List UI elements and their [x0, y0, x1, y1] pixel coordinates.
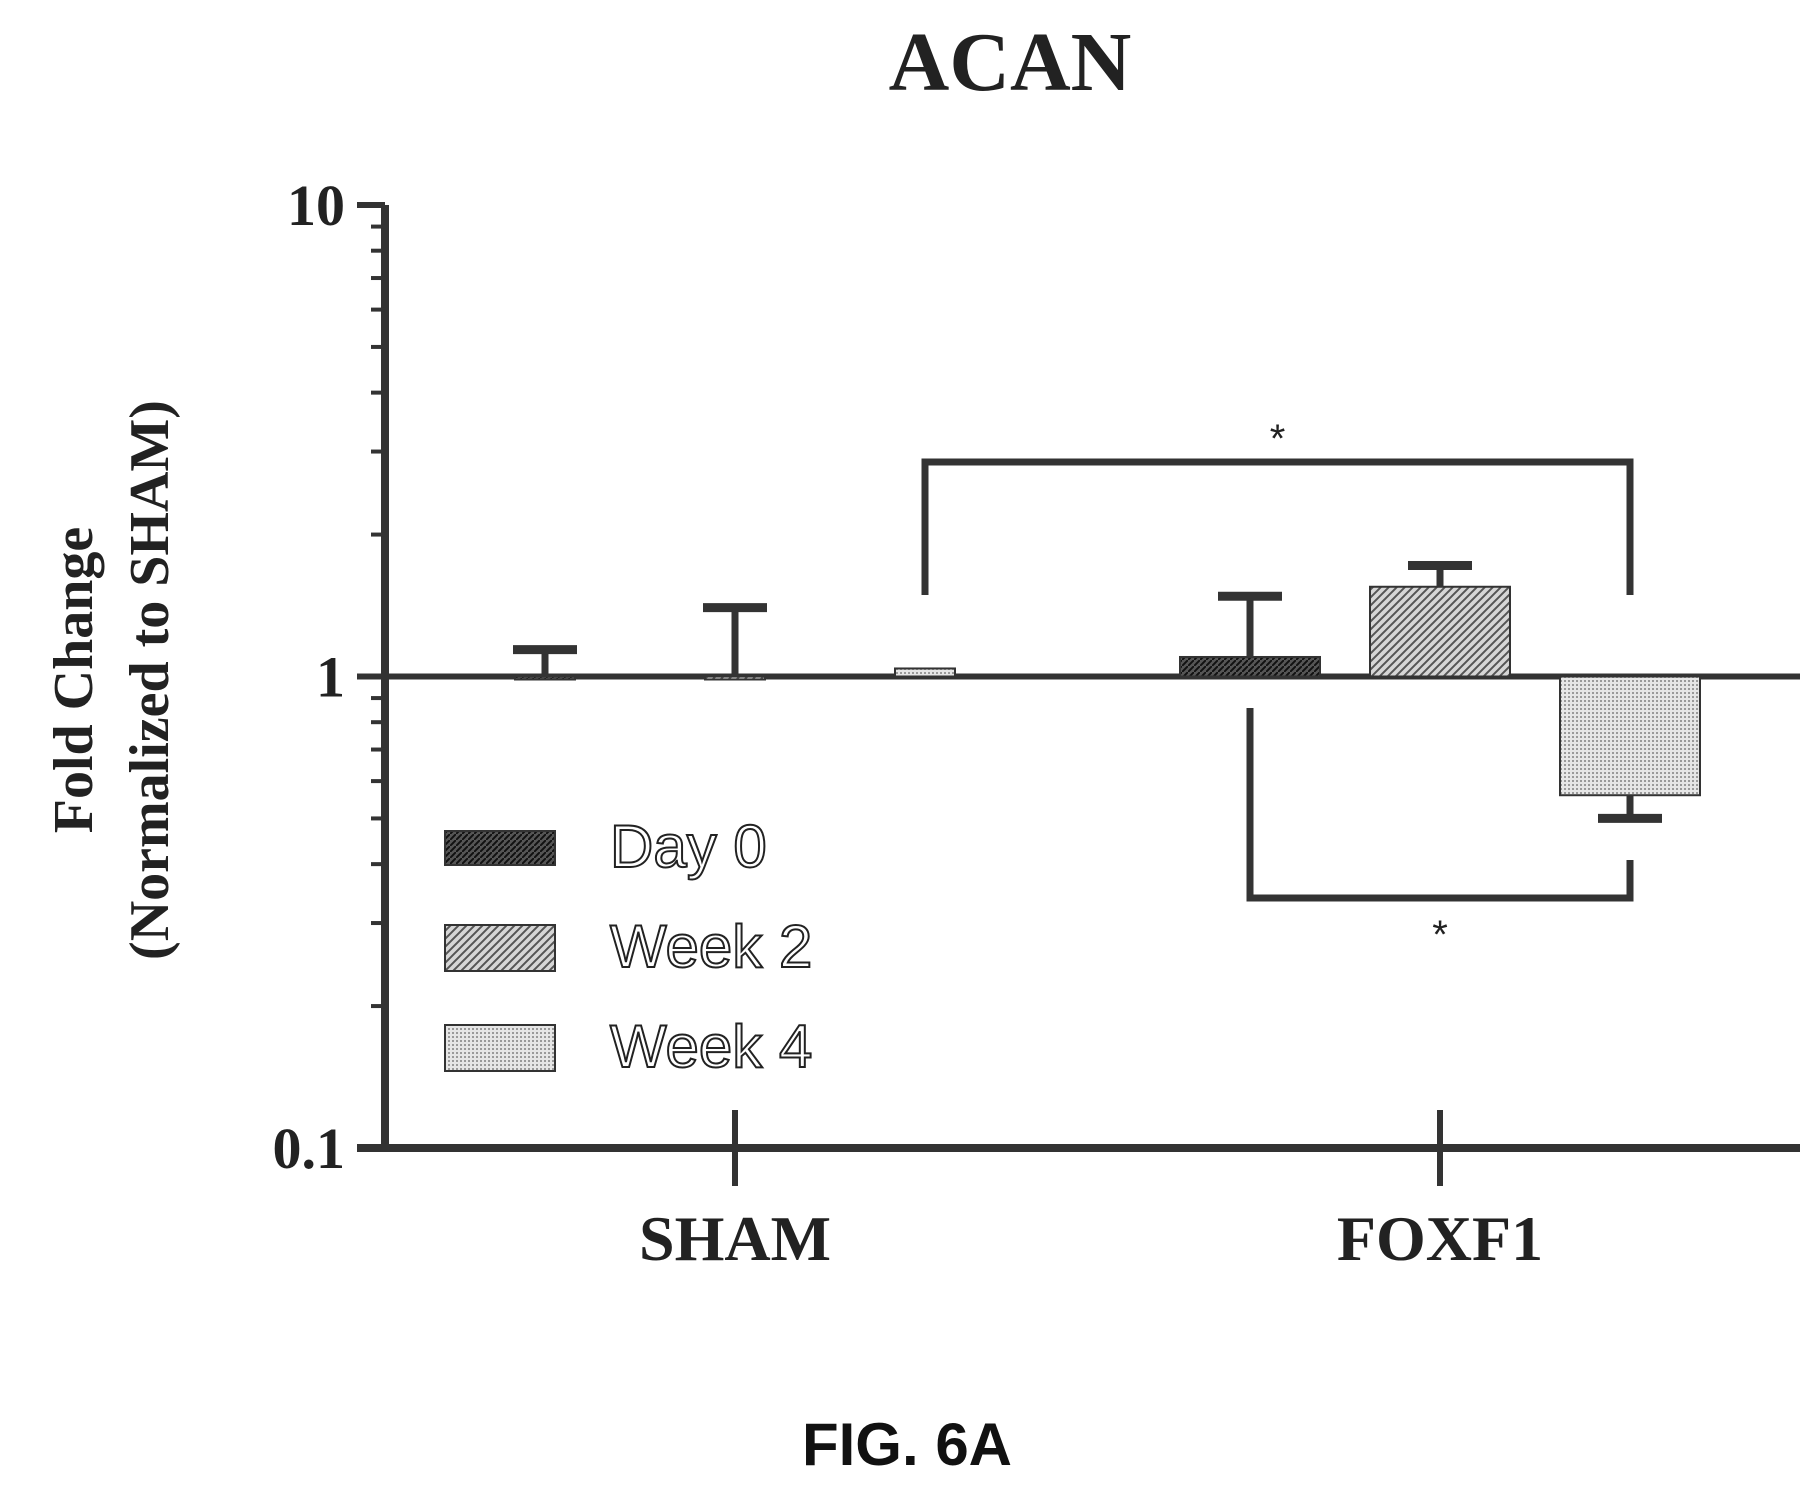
error-bars: [513, 560, 1662, 823]
bar: [1559, 675, 1701, 797]
bar: [514, 675, 576, 681]
significance-bracket: [1246, 708, 1634, 902]
bar: [1179, 655, 1321, 678]
legend-swatch: [444, 1024, 556, 1072]
y-axis-label-line2: (Normalized to SHAM): [119, 400, 181, 960]
significance-bracket: [921, 458, 1634, 595]
legend-label: Week 2: [610, 913, 812, 980]
significance-brackets: **: [921, 417, 1634, 957]
figure-label: FIG. 6A: [802, 1411, 1012, 1478]
bar: [894, 667, 956, 678]
legend-swatch: [444, 830, 556, 866]
x-tick-label: SHAM: [639, 1203, 831, 1274]
legend-label: Day 0: [610, 813, 767, 880]
bar: [1369, 585, 1511, 678]
legend: Day 0 Week 2 Week 4: [444, 812, 813, 1081]
x-tick-label: FOXF1: [1337, 1203, 1543, 1274]
significance-marker: *: [1432, 913, 1448, 957]
y-axis-label-line1: Fold Change: [43, 527, 105, 834]
legend-swatch: [444, 924, 556, 972]
legend-label: Week 4: [610, 1013, 812, 1080]
y-tick-label: 10: [287, 173, 345, 238]
bar: [704, 675, 766, 681]
axes: 0.1 1 10 SHAM FOXF1: [273, 173, 1800, 1274]
y-tick-label: 0.1: [273, 1116, 346, 1181]
bars: [514, 585, 1701, 797]
y-tick-label: 1: [316, 645, 345, 710]
significance-marker: *: [1270, 417, 1286, 461]
chart-title: ACAN: [889, 16, 1132, 109]
